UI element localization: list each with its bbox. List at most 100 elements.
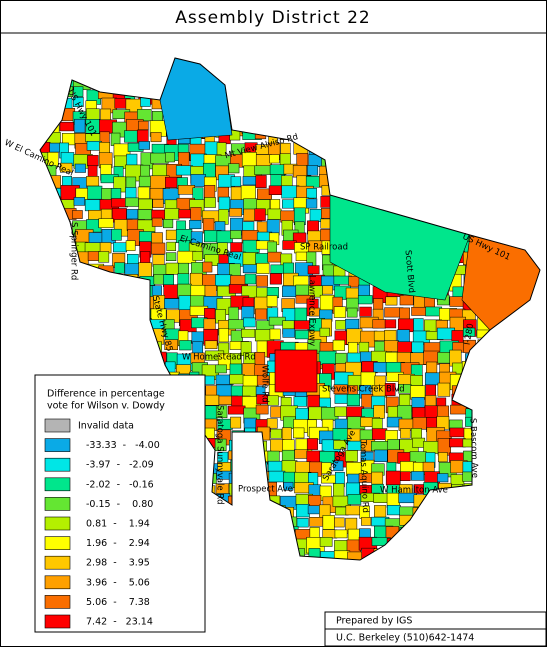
precinct	[449, 427, 466, 438]
precinct	[371, 441, 390, 452]
precinct	[266, 418, 278, 429]
precinct	[400, 471, 411, 482]
legend-swatch	[44, 536, 71, 550]
precinct	[437, 382, 451, 397]
road-label: Wolfe Rd	[260, 365, 270, 403]
precinct	[359, 306, 372, 317]
legend-label: Invalid data	[78, 421, 134, 432]
legend-label: 7.42 - 23.14	[86, 617, 153, 628]
precinct	[178, 295, 191, 311]
precinct	[422, 461, 435, 472]
precinct	[373, 330, 386, 341]
precinct	[371, 471, 384, 485]
legend-swatch	[44, 438, 71, 452]
precinct	[254, 208, 266, 221]
precinct	[333, 483, 345, 498]
precinct	[282, 439, 295, 452]
precinct	[138, 262, 152, 278]
road-label: I-280	[463, 323, 477, 346]
legend-swatch	[44, 477, 71, 492]
precinct	[255, 253, 269, 265]
precinct	[384, 319, 397, 329]
precinct	[346, 328, 363, 345]
precinct	[138, 198, 153, 210]
precinct	[98, 218, 114, 229]
precinct	[334, 406, 348, 417]
precinct	[190, 174, 206, 187]
precinct	[204, 197, 216, 208]
precinct	[321, 462, 332, 475]
precinct	[269, 154, 280, 164]
precinct	[305, 198, 318, 209]
precinct	[125, 197, 139, 207]
precinct	[256, 275, 268, 287]
precinct	[333, 460, 344, 472]
precinct	[322, 515, 335, 530]
precinct	[218, 328, 229, 343]
credit-line: U.C. Berkeley (510)642-1474	[336, 633, 474, 644]
precinct	[177, 185, 195, 195]
precinct	[283, 481, 294, 491]
precinct	[100, 108, 111, 122]
road-label: Stevens Creek Blvd	[322, 385, 405, 395]
precinct	[410, 375, 423, 386]
precinct	[345, 505, 361, 516]
precinct	[215, 364, 227, 374]
precinct	[266, 295, 278, 307]
precinct	[202, 394, 220, 406]
precinct	[334, 517, 345, 528]
precinct	[280, 397, 292, 407]
precinct	[230, 176, 242, 187]
legend-swatch	[44, 595, 71, 609]
legend-title: Difference in percentage	[47, 389, 165, 400]
precinct	[268, 470, 286, 483]
precinct	[319, 294, 335, 312]
legend-label: -33.33 - -4.00	[86, 440, 160, 451]
precinct	[384, 340, 399, 352]
precinct	[175, 165, 193, 176]
legend-swatch	[44, 516, 71, 531]
precinct	[256, 262, 270, 274]
legend-swatch	[44, 555, 71, 570]
legend-label: 1.96 - 2.94	[86, 538, 150, 549]
precinct	[228, 306, 239, 320]
precinct	[319, 327, 330, 337]
precinct	[164, 208, 180, 220]
precinct	[113, 242, 128, 253]
precinct	[357, 295, 373, 305]
precinct	[332, 339, 345, 351]
precinct	[229, 374, 245, 385]
precinct	[281, 449, 295, 462]
precinct	[269, 328, 281, 340]
precinct	[165, 152, 175, 163]
precinct	[114, 262, 125, 274]
precinct	[412, 437, 426, 448]
precinct	[358, 341, 370, 353]
legend-label: 0.81 - 1.94	[86, 519, 150, 530]
precinct	[163, 219, 174, 229]
precinct	[411, 341, 424, 353]
precinct	[333, 384, 348, 395]
precinct	[322, 285, 333, 295]
precinct	[87, 251, 100, 261]
precinct	[255, 404, 269, 415]
precinct	[204, 375, 215, 385]
precinct	[334, 529, 348, 539]
precinct	[228, 319, 246, 330]
precinct	[166, 241, 176, 251]
precinct	[281, 427, 292, 442]
precinct	[242, 297, 255, 308]
precinct	[424, 395, 437, 407]
precinct	[361, 394, 374, 408]
road-label: W Hamilton Ave	[380, 486, 448, 496]
precinct	[374, 449, 388, 462]
precinct	[151, 217, 163, 227]
road-label: S Bascom Ave	[468, 418, 480, 478]
precinct	[333, 440, 347, 450]
precinct	[425, 384, 436, 397]
legend-label: -3.97 - -2.09	[86, 460, 154, 471]
legend-swatch	[44, 497, 71, 511]
precinct	[374, 505, 387, 518]
precinct	[307, 165, 319, 176]
road-label: SP Railroad	[300, 243, 348, 253]
